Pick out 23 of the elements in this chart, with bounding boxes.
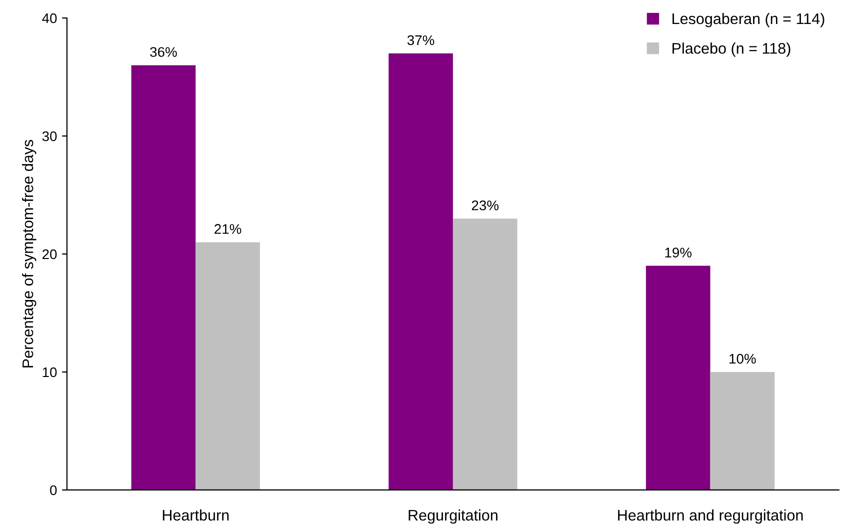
y-axis-title: Percentage of symptom-free days — [22, 140, 36, 368]
data-label: 10% — [730, 354, 756, 364]
legend-label: Lesogaberan (n = 114) — [672, 12, 824, 28]
y-tick-label: 30 — [42, 131, 57, 142]
bar — [131, 65, 196, 490]
x-tick-label: Heartburn — [162, 509, 229, 521]
bar — [196, 242, 260, 490]
bar — [388, 53, 453, 490]
x-tick-label: Heartburn and regurgitation — [618, 509, 803, 524]
data-label: 21% — [214, 224, 242, 234]
y-tick-label: 40 — [42, 13, 57, 24]
x-tick-label: Regurgitation — [408, 509, 498, 524]
data-label: 37% — [407, 35, 434, 46]
bar — [710, 372, 775, 490]
data-label: 36% — [150, 47, 177, 57]
y-tick-label: 10 — [42, 367, 57, 378]
y-tick-label: 0 — [50, 485, 57, 496]
bar — [646, 266, 710, 490]
bar — [452, 218, 518, 490]
y-tick-label: 20 — [42, 249, 57, 260]
legend-label: Placebo (n = 118) — [672, 42, 790, 57]
data-label: 19% — [665, 248, 692, 258]
data-label: 23% — [472, 200, 499, 210]
